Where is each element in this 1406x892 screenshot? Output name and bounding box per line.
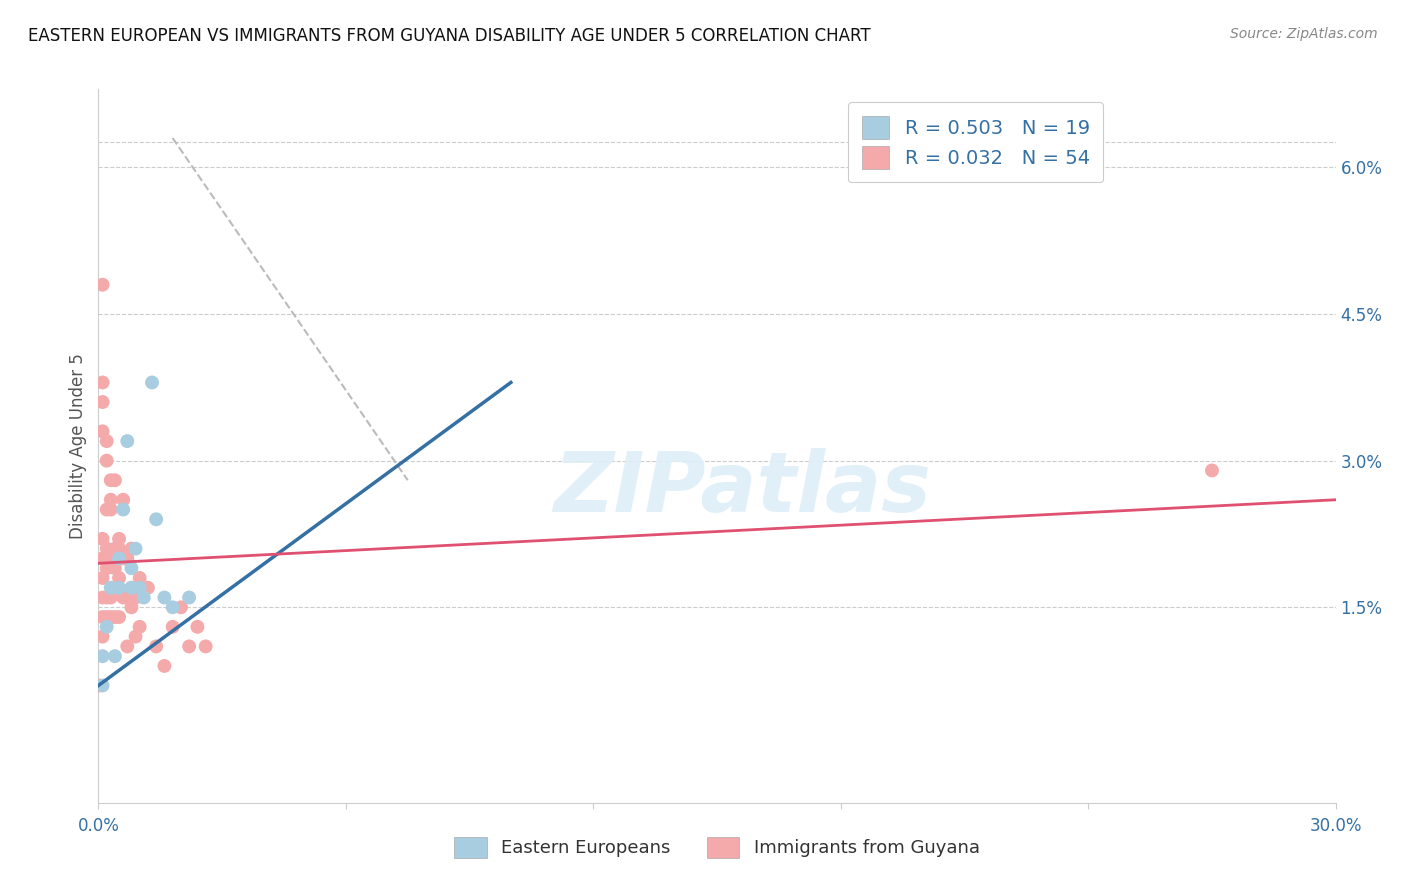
Point — [128, 620, 150, 634]
Point — [96, 541, 118, 556]
Point — [96, 610, 118, 624]
Text: EASTERN EUROPEAN VS IMMIGRANTS FROM GUYANA DISABILITY AGE UNDER 5 CORRELATION CH: EASTERN EUROPEAN VS IMMIGRANTS FROM GUYA… — [28, 27, 870, 45]
Point — [170, 600, 193, 615]
Point — [91, 425, 114, 439]
Point — [124, 541, 146, 556]
Point — [162, 620, 184, 634]
Point — [120, 581, 142, 595]
Point — [91, 551, 114, 566]
Y-axis label: Disability Age Under 5: Disability Age Under 5 — [69, 353, 87, 539]
Point — [91, 277, 114, 292]
Point — [96, 502, 118, 516]
Point — [104, 581, 127, 595]
Point — [96, 434, 118, 449]
Point — [194, 640, 217, 654]
Point — [145, 640, 167, 654]
Point — [100, 492, 122, 507]
Point — [162, 600, 184, 615]
Point — [1201, 463, 1223, 477]
Point — [100, 473, 122, 487]
Point — [100, 551, 122, 566]
Point — [128, 571, 150, 585]
Point — [108, 610, 131, 624]
Point — [153, 659, 176, 673]
Point — [104, 473, 127, 487]
Point — [96, 453, 118, 467]
Point — [91, 571, 114, 585]
Point — [117, 434, 139, 449]
Point — [108, 551, 131, 566]
Point — [120, 561, 142, 575]
Point — [153, 591, 176, 605]
Point — [120, 541, 142, 556]
Point — [179, 640, 201, 654]
Point — [108, 532, 131, 546]
Point — [124, 630, 146, 644]
Point — [124, 591, 146, 605]
Point — [186, 620, 208, 634]
Point — [112, 492, 135, 507]
Point — [91, 678, 114, 692]
Point — [96, 561, 118, 575]
Point — [117, 551, 139, 566]
Point — [145, 512, 167, 526]
Point — [108, 581, 131, 595]
Point — [91, 649, 114, 664]
Point — [91, 376, 114, 390]
Point — [91, 591, 114, 605]
Text: ZIPatlas: ZIPatlas — [553, 449, 931, 529]
Point — [91, 610, 114, 624]
Point — [108, 571, 131, 585]
Legend: Eastern Europeans, Immigrants from Guyana: Eastern Europeans, Immigrants from Guyan… — [447, 830, 987, 865]
Point — [179, 591, 201, 605]
Point — [141, 376, 163, 390]
Point — [128, 581, 150, 595]
Point — [100, 502, 122, 516]
Point — [112, 551, 135, 566]
Point — [100, 610, 122, 624]
Point — [120, 600, 142, 615]
Point — [120, 581, 142, 595]
Point — [100, 591, 122, 605]
Point — [112, 591, 135, 605]
Point — [132, 591, 155, 605]
Point — [117, 640, 139, 654]
Point — [104, 561, 127, 575]
Point — [96, 620, 118, 634]
Point — [96, 591, 118, 605]
Point — [136, 581, 159, 595]
Point — [87, 678, 110, 692]
Point — [91, 532, 114, 546]
Point — [104, 649, 127, 664]
Point — [91, 630, 114, 644]
Point — [104, 541, 127, 556]
Point — [108, 541, 131, 556]
Point — [112, 502, 135, 516]
Point — [104, 610, 127, 624]
Text: Source: ZipAtlas.com: Source: ZipAtlas.com — [1230, 27, 1378, 41]
Point — [91, 395, 114, 409]
Point — [100, 581, 122, 595]
